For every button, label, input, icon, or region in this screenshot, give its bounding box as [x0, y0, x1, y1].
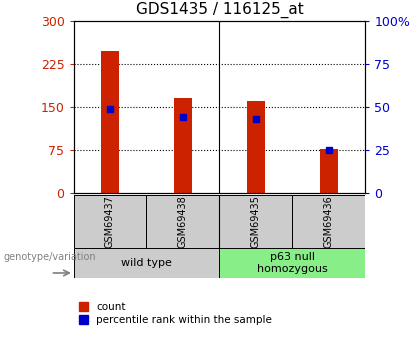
- Text: p63 null
homozygous: p63 null homozygous: [257, 252, 328, 274]
- Text: GSM69436: GSM69436: [324, 195, 334, 248]
- Text: GSM69435: GSM69435: [251, 195, 261, 248]
- Bar: [101, 51, 119, 193]
- Text: GSM69438: GSM69438: [178, 195, 188, 248]
- Bar: [247, 101, 265, 193]
- FancyBboxPatch shape: [220, 195, 292, 248]
- FancyBboxPatch shape: [220, 248, 365, 278]
- FancyBboxPatch shape: [292, 195, 365, 248]
- FancyBboxPatch shape: [147, 195, 220, 248]
- Text: wild type: wild type: [121, 258, 172, 268]
- FancyBboxPatch shape: [74, 195, 147, 248]
- Bar: [320, 149, 338, 193]
- Text: GSM69437: GSM69437: [105, 195, 115, 248]
- Text: genotype/variation: genotype/variation: [4, 252, 97, 262]
- Bar: [174, 98, 192, 193]
- Title: GDS1435 / 116125_at: GDS1435 / 116125_at: [136, 2, 303, 18]
- Legend: count, percentile rank within the sample: count, percentile rank within the sample: [79, 302, 272, 325]
- FancyBboxPatch shape: [74, 248, 220, 278]
